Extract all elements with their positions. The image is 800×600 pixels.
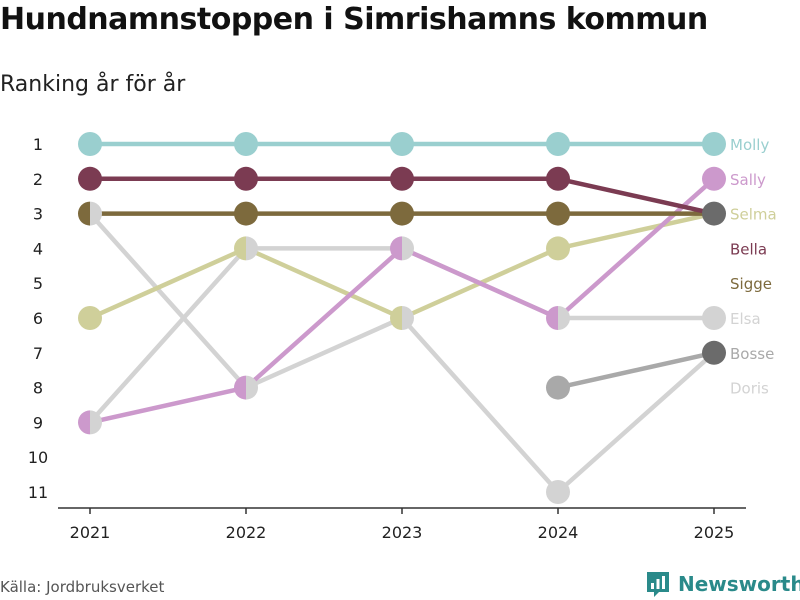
end-labels: Molly Sally Selma Bella Sigge Elsa Bosse Doris xyxy=(730,136,777,398)
chart-subtitle: Ranking år för år xyxy=(0,72,186,97)
series-layer xyxy=(78,132,726,504)
marker-half-elsa-2021 xyxy=(90,410,102,435)
y-axis: 1 2 3 4 5 6 7 8 9 10 11 xyxy=(28,135,48,502)
source-note: Källa: Jordbruksverket xyxy=(0,578,165,596)
y-tick-label: 8 xyxy=(33,379,43,398)
marker-half-sally-2024 xyxy=(546,306,558,330)
y-tick-label: 11 xyxy=(28,483,48,502)
marker-sigge-2024 xyxy=(546,201,570,226)
marker-molly-2021 xyxy=(78,132,102,156)
series-markers xyxy=(78,132,726,504)
marker-sally-2025 xyxy=(702,166,726,191)
marker-shared-2025-rank-7 xyxy=(702,340,726,365)
marker-half-sally-2022 xyxy=(234,375,246,400)
marker-half-sigge-2021 xyxy=(78,201,90,226)
x-tick-label: 2025 xyxy=(694,523,735,542)
marker-half-sally-2023 xyxy=(390,236,402,261)
marker-half-doris-2022 xyxy=(246,375,258,400)
series-line-selma xyxy=(87,211,717,321)
y-tick-label: 5 xyxy=(33,274,43,293)
y-tick-label: 4 xyxy=(33,239,43,258)
end-label-bosse: Bosse xyxy=(730,345,774,363)
chart-title: Hundnamnstoppen i Simrishamns kommun xyxy=(0,2,708,37)
x-tick-label: 2024 xyxy=(538,523,579,542)
marker-doris-2024 xyxy=(546,480,570,504)
y-tick-label: 1 xyxy=(33,135,43,154)
marker-molly-2022 xyxy=(234,132,258,156)
end-label-sally: Sally xyxy=(730,171,766,189)
marker-molly-2023 xyxy=(390,132,414,156)
x-tick-label: 2022 xyxy=(226,523,267,542)
marker-molly-2024 xyxy=(546,132,570,156)
marker-bella-2022 xyxy=(234,166,258,191)
end-label-doris: Doris xyxy=(730,380,769,398)
marker-half-sally-2021 xyxy=(78,410,90,435)
end-label-selma: Selma xyxy=(730,206,777,224)
marker-selma-2021 xyxy=(78,306,102,330)
y-tick-label: 3 xyxy=(33,205,43,224)
marker-bella-2024 xyxy=(546,166,570,191)
newsworthy-logo: Newsworthy xyxy=(645,569,800,599)
brand-name: Newsworthy xyxy=(678,572,800,596)
end-label-molly: Molly xyxy=(730,136,769,154)
marker-half-elsa-2023 xyxy=(402,236,414,261)
series-line-bosse xyxy=(555,350,717,390)
marker-sigge-2023 xyxy=(390,201,414,226)
newsworthy-logo-icon xyxy=(647,572,669,597)
marker-bella-2021 xyxy=(78,166,102,191)
marker-selma-2024 xyxy=(546,236,570,261)
marker-half-selma-2022 xyxy=(234,236,246,261)
marker-half-doris-2023 xyxy=(402,306,414,330)
y-tick-label: 2 xyxy=(33,170,43,189)
end-label-sigge: Sigge xyxy=(730,275,772,293)
marker-molly-2025 xyxy=(702,132,726,156)
end-label-elsa: Elsa xyxy=(730,310,761,328)
marker-half-doris-2021 xyxy=(90,201,102,226)
y-tick-label: 10 xyxy=(28,448,48,467)
marker-bosse-2024 xyxy=(546,375,570,400)
marker-half-elsa-2022 xyxy=(246,236,258,261)
marker-sigge-2022 xyxy=(234,201,258,226)
x-tick-label: 2021 xyxy=(70,523,111,542)
marker-elsa-2025 xyxy=(702,306,726,330)
y-tick-label: 6 xyxy=(33,309,43,328)
marker-bella-2023 xyxy=(390,166,414,191)
marker-shared-2025-rank-3 xyxy=(702,201,726,226)
marker-half-elsa-2024 xyxy=(558,306,570,330)
y-tick-label: 9 xyxy=(33,413,43,432)
y-tick-label: 7 xyxy=(33,344,43,363)
end-label-bella: Bella xyxy=(730,240,767,258)
marker-half-selma-2023 xyxy=(390,306,402,330)
x-tick-label: 2023 xyxy=(382,523,423,542)
x-axis: 2021 2022 2023 2024 2025 xyxy=(58,507,746,542)
